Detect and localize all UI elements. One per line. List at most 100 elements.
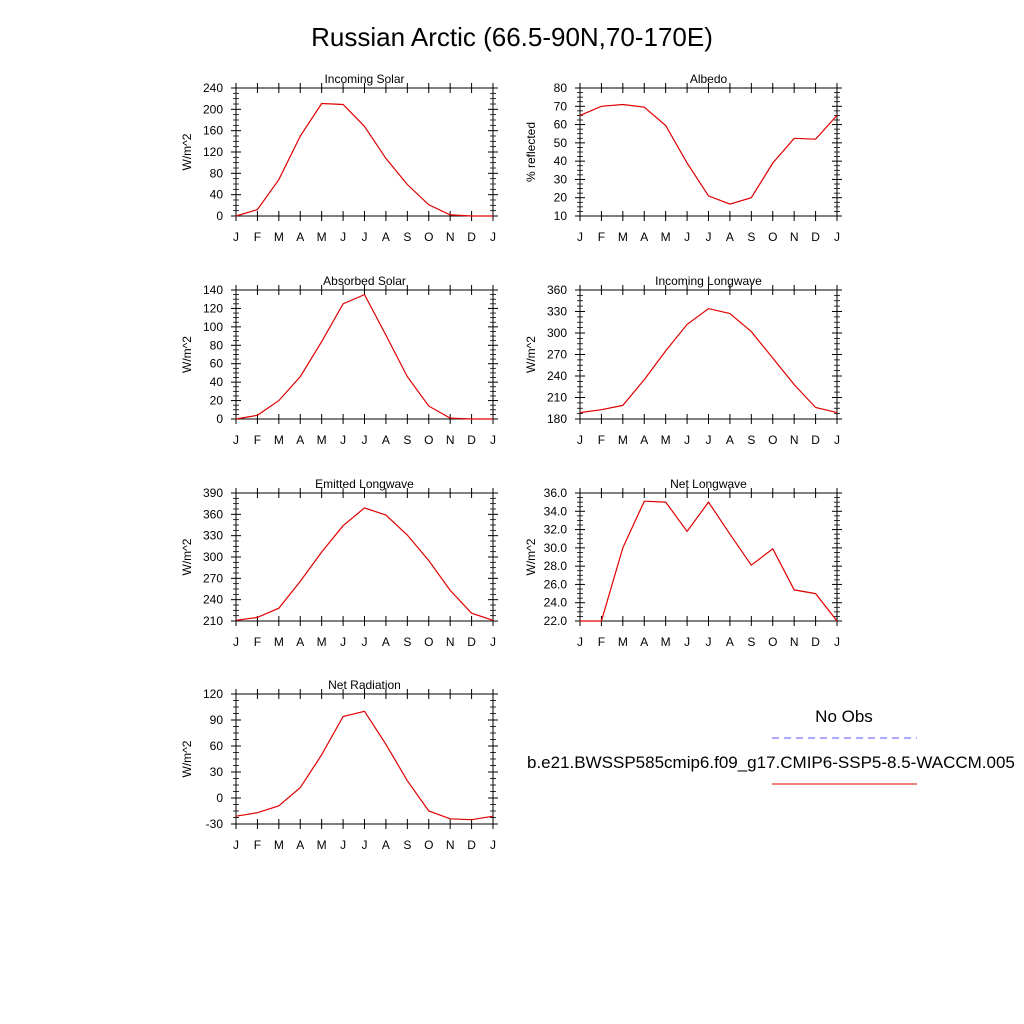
x-tick-label: J [834,433,840,447]
panel-title: Incoming Longwave [655,274,762,288]
panel-title: Net Longwave [670,477,747,491]
y-tick-label: 90 [210,713,224,727]
y-axis-label: % reflected [524,122,538,182]
y-tick-label: 70 [554,99,568,113]
panel-title: Emitted Longwave [315,477,414,491]
y-tick-label: 240 [203,593,223,607]
x-tick-label: N [790,635,799,649]
x-tick-label: M [274,635,284,649]
x-tick-label: F [254,838,261,852]
x-tick-label: O [424,433,433,447]
x-tick-label: M [317,433,327,447]
x-tick-label: J [490,838,496,852]
y-tick-label: -30 [206,817,224,831]
x-tick-label: D [811,635,820,649]
x-tick-label: A [640,433,648,447]
y-axis-label: W/m^2 [180,740,194,777]
x-tick-label: D [811,433,820,447]
x-tick-label: A [296,838,304,852]
y-tick-label: 270 [203,571,223,585]
y-axis-label: W/m^2 [524,336,538,373]
x-tick-label: S [747,230,755,244]
y-tick-label: 60 [554,118,568,132]
plot-frame [579,289,838,420]
x-tick-label: M [661,433,671,447]
plot-frame [235,492,494,622]
y-tick-label: 50 [554,136,568,150]
x-tick-label: F [254,230,261,244]
y-tick-label: 240 [547,369,567,383]
x-tick-label: M [317,838,327,852]
y-tick-label: 180 [547,412,567,426]
x-tick-label: J [577,433,583,447]
y-tick-label: 390 [203,486,223,500]
y-tick-label: 240 [203,81,223,95]
x-tick-label: O [424,230,433,244]
x-tick-label: J [834,635,840,649]
x-tick-label: S [403,433,411,447]
y-tick-label: 32.0 [544,523,568,537]
x-tick-label: D [467,635,476,649]
y-tick-label: 40 [554,154,568,168]
x-tick-label: J [233,230,239,244]
y-tick-label: 20 [554,191,568,205]
x-tick-label: O [424,635,433,649]
x-tick-label: J [706,433,712,447]
y-tick-label: 30 [554,172,568,186]
x-tick-label: J [577,635,583,649]
x-tick-label: J [490,635,496,649]
x-tick-label: M [618,635,628,649]
y-tick-label: 0 [216,412,223,426]
y-tick-label: 28.0 [544,559,568,573]
y-tick-label: 360 [547,283,567,297]
y-axis-label: W/m^2 [180,538,194,575]
x-tick-label: A [726,635,734,649]
x-tick-label: S [403,230,411,244]
y-tick-label: 40 [210,375,224,389]
panel-title: Net Radiation [328,678,401,692]
x-tick-label: J [233,838,239,852]
x-tick-label: J [490,230,496,244]
y-tick-label: 0 [216,791,223,805]
legend-obs-label: No Obs [815,707,873,726]
x-tick-label: J [577,230,583,244]
x-tick-label: O [768,230,777,244]
x-tick-label: D [467,433,476,447]
y-tick-label: 34.0 [544,504,568,518]
x-tick-label: A [382,433,390,447]
x-tick-label: M [661,230,671,244]
x-tick-label: J [233,433,239,447]
y-tick-label: 210 [547,391,567,405]
plot-frame [235,87,494,217]
x-tick-label: J [362,838,368,852]
y-tick-label: 140 [203,283,223,297]
y-tick-label: 270 [547,348,567,362]
plot-frame [579,87,838,217]
x-tick-label: F [254,433,261,447]
y-tick-label: 80 [554,81,568,95]
plot-frame [235,693,494,825]
x-tick-label: A [640,230,648,244]
x-tick-label: J [340,838,346,852]
y-tick-label: 24.0 [544,596,568,610]
x-tick-label: S [747,635,755,649]
x-tick-label: N [446,635,455,649]
x-tick-label: A [296,635,304,649]
x-tick-label: J [340,230,346,244]
y-axis-label: W/m^2 [524,538,538,575]
y-tick-label: 210 [203,614,223,628]
x-tick-label: D [467,838,476,852]
series-line [580,500,838,622]
x-tick-label: J [706,635,712,649]
x-tick-label: M [661,635,671,649]
legend: No Obs b.e21.BWSSP585cmip6.f09_g17.CMIP6… [527,707,1015,785]
series-line [235,507,494,621]
y-tick-label: 160 [203,124,223,138]
x-tick-label: N [790,230,799,244]
x-tick-label: O [424,838,433,852]
